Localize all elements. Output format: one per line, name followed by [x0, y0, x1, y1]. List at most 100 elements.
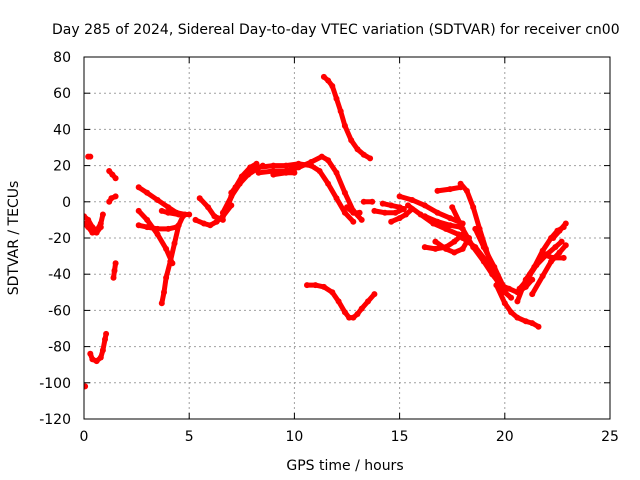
data-point — [379, 200, 386, 207]
series-line — [460, 235, 501, 286]
data-point — [354, 311, 361, 317]
data-point — [539, 273, 546, 279]
data-point — [527, 271, 533, 278]
data-point — [329, 289, 336, 296]
y-tick-label: -40 — [48, 267, 71, 283]
data-point — [270, 162, 277, 169]
data-point — [228, 189, 235, 196]
data-point — [335, 298, 342, 305]
data-point — [85, 216, 92, 223]
data-point — [341, 309, 348, 316]
data-point — [371, 207, 378, 214]
data-point — [529, 320, 536, 327]
series-track-27 — [371, 206, 407, 216]
y-tick-label: 20 — [53, 159, 71, 175]
series-track-08 — [110, 260, 119, 281]
x-tick-label: 5 — [185, 429, 194, 445]
data-point — [470, 204, 477, 211]
data-point — [167, 258, 174, 265]
data-point — [175, 211, 182, 218]
data-point — [535, 323, 542, 330]
y-tick-label: -120 — [39, 412, 71, 428]
data-point — [508, 309, 515, 316]
data-point — [304, 282, 310, 289]
series-track-42 — [529, 242, 569, 298]
data-point — [333, 95, 340, 102]
series-line — [321, 74, 373, 161]
data-point — [508, 294, 515, 301]
data-point — [341, 122, 348, 129]
data-point — [356, 209, 363, 216]
series-line — [371, 206, 407, 216]
data-point — [255, 169, 262, 176]
series-track-25 — [360, 198, 376, 205]
data-point — [472, 244, 479, 251]
data-point — [463, 187, 470, 194]
data-point — [312, 282, 319, 289]
data-point — [400, 206, 407, 212]
series-track-10 — [135, 207, 176, 267]
data-point — [245, 169, 252, 176]
data-point — [344, 204, 350, 211]
data-point — [396, 193, 403, 200]
data-point — [236, 178, 243, 185]
data-point — [85, 224, 92, 231]
data-point — [396, 215, 403, 222]
series-track-20 — [255, 160, 357, 225]
series-track-21 — [270, 169, 298, 178]
data-point — [369, 198, 376, 205]
x-tick-label: 25 — [601, 429, 619, 445]
data-point — [434, 209, 441, 216]
data-point — [449, 204, 456, 211]
y-axis-label: SDTVAR / TECUs — [6, 181, 22, 296]
data-point — [93, 358, 100, 365]
data-point — [367, 155, 374, 162]
data-point — [360, 151, 367, 158]
series-track-45 — [516, 271, 533, 292]
series-line — [197, 195, 226, 223]
data-point — [350, 314, 357, 321]
x-tick-label: 10 — [285, 429, 303, 445]
x-tick-label: 20 — [496, 429, 514, 445]
series-track-06 — [106, 168, 119, 182]
data-point — [295, 160, 302, 167]
data-point — [255, 164, 262, 171]
series-track-23 — [304, 282, 378, 321]
data-point — [99, 347, 106, 354]
y-tick-label: 80 — [53, 50, 71, 66]
axis-ticks: 0 5 10 15 20 25 -120 -100 -80 -60 -40 -20 0 20 40 60 80 — [39, 50, 619, 445]
data-point — [459, 235, 466, 241]
data-point — [93, 229, 100, 236]
data-point — [381, 209, 388, 216]
data-point — [196, 195, 203, 202]
data-point — [186, 211, 193, 218]
data-point — [442, 225, 449, 232]
series-track-44 — [550, 220, 569, 241]
data-point — [112, 260, 119, 267]
data-point — [341, 209, 348, 216]
data-point — [457, 180, 464, 187]
data-point — [421, 213, 428, 220]
series-track-04 — [84, 220, 104, 236]
data-point — [562, 242, 569, 249]
data-point — [161, 289, 167, 296]
data-point — [158, 207, 165, 214]
data-point — [388, 202, 395, 209]
data-point — [550, 235, 557, 241]
data-point — [558, 238, 565, 245]
data-point — [434, 218, 441, 225]
data-point — [144, 216, 151, 223]
series-line — [136, 208, 175, 266]
data-point — [283, 162, 289, 169]
data-point — [346, 314, 353, 321]
data-point — [87, 350, 94, 357]
data-point — [451, 238, 458, 245]
data-point — [447, 222, 454, 229]
data-point — [337, 108, 344, 115]
data-point — [219, 216, 226, 223]
data-point — [434, 187, 441, 194]
data-point — [200, 220, 207, 227]
series-track-24 — [344, 204, 363, 216]
series-track-15 — [196, 195, 226, 223]
